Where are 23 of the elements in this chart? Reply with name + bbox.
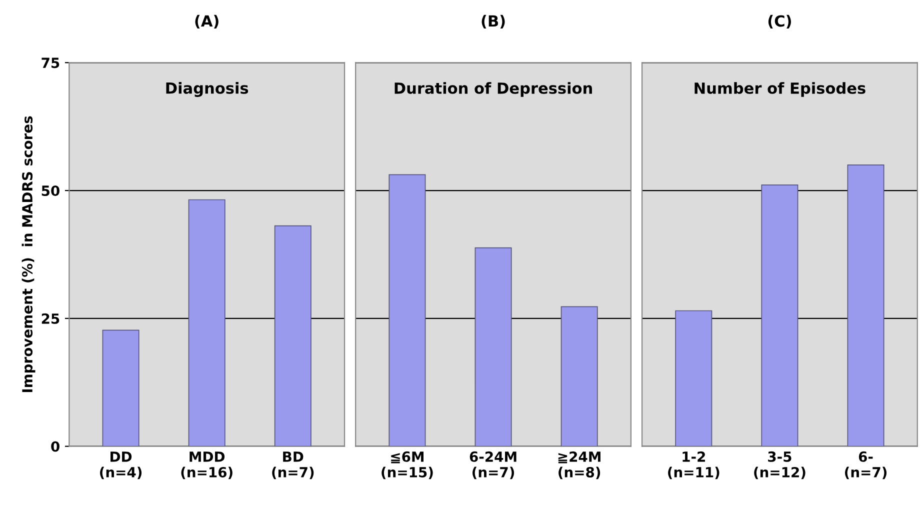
x-tick-label: 1-2 (n=11)	[668, 451, 720, 480]
chart-title: (C)	[768, 14, 791, 29]
x-tick-label: 6-24M (n=7)	[470, 451, 516, 480]
y-axis-title: Improvement (%) in MADRS scores	[22, 116, 36, 392]
bar	[188, 199, 226, 446]
x-tick-label: 3-5 (n=12)	[754, 451, 806, 480]
y-tick-label: 0	[51, 441, 60, 452]
y-tick-label: 75	[42, 58, 60, 68]
chart-title: (A)	[195, 14, 218, 29]
chart-title: (B)	[482, 14, 505, 29]
y-tick-label: 25	[42, 313, 60, 324]
x-tick-label: 6- (n=7)	[845, 451, 887, 480]
x-tick-label: DD (n=4)	[100, 452, 142, 480]
text: Number of Episodes	[694, 82, 866, 97]
x-tick-label: ≦6M (n=15)	[382, 451, 433, 480]
text: Diagnosis	[166, 82, 248, 97]
bar	[102, 330, 140, 446]
text: Duration of Depression	[394, 82, 592, 97]
x-tick-label: BD (n=7)	[272, 452, 314, 480]
x-tick-label: MDD (n=16)	[181, 452, 232, 480]
bar	[274, 225, 312, 446]
x-tick-label: ≧24M (n=8)	[558, 451, 600, 480]
y-tick-label: 50	[42, 186, 60, 196]
